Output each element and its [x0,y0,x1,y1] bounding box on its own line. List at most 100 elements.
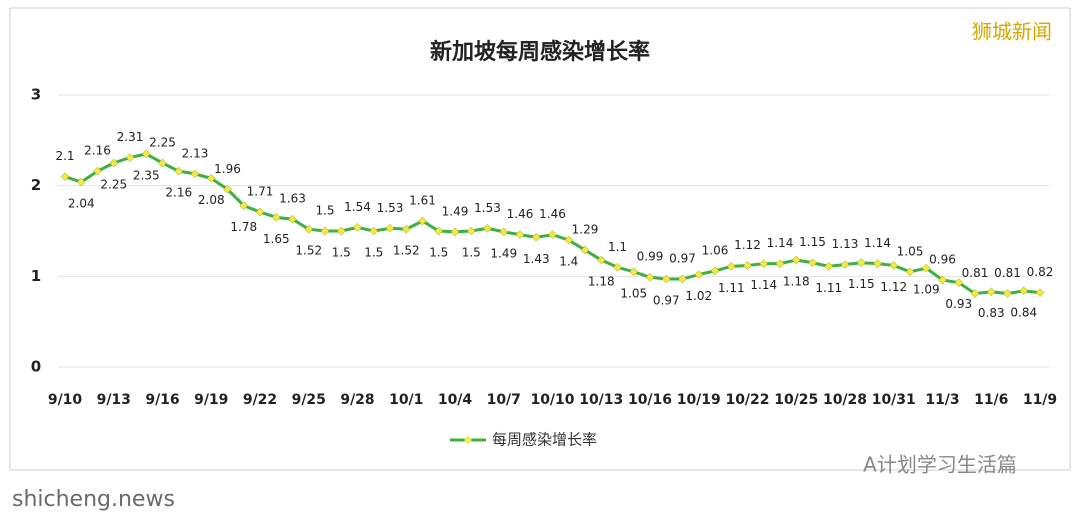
data-label: 0.96 [929,252,956,266]
marker [824,262,834,271]
marker [190,169,200,179]
x-tick-label: 10/19 [677,392,721,408]
data-label: 1.5 [332,246,351,260]
data-label: 0.93 [945,297,972,311]
data-label: 1.11 [815,281,842,295]
marker [986,287,996,297]
marker [661,274,671,284]
data-label: 0.99 [637,250,664,264]
data-label: 1.71 [247,184,274,198]
data-label: 2.13 [182,146,209,160]
data-label: 1.14 [864,236,891,250]
data-label: 1.18 [783,275,810,289]
marker [385,223,395,233]
x-tick-label: 10/31 [872,392,916,408]
data-label: 2.1 [55,149,74,163]
marker [678,274,687,284]
marker [629,267,639,277]
marker [418,216,427,226]
marker [60,172,70,181]
x-tick-label: 9/19 [194,392,228,408]
marker [109,158,119,168]
y-tick-label: 3 [31,86,41,104]
y-tick-label: 1 [31,267,41,285]
chart-title: 新加坡每周感染增长率 [430,39,650,65]
marker [954,278,964,288]
marker [694,270,704,279]
marker [856,258,866,268]
data-label: 1.29 [572,223,599,237]
x-tick-label: 10/10 [530,392,574,408]
x-tick-label: 11/9 [1023,392,1057,408]
marker [434,226,444,236]
data-label: 2.16 [165,186,192,200]
data-label: 0.84 [1010,305,1037,319]
marker [320,226,330,236]
data-label: 2.25 [100,178,127,192]
marker [1003,289,1012,298]
y-tick-label: 0 [31,358,41,376]
data-label: 1.46 [539,207,566,221]
watermark: shicheng.news [12,487,175,512]
data-label: 1.14 [767,236,794,250]
x-tick-label: 9/10 [48,392,83,408]
x-tick-label: 10/22 [725,392,769,408]
data-label: 2.25 [149,136,176,150]
x-tick-label: 9/22 [243,392,277,408]
data-label: 1.06 [702,243,729,257]
marker [531,232,541,242]
marker [255,207,265,217]
marker [353,223,362,232]
marker [158,158,167,168]
x-tick-label: 10/4 [438,392,473,408]
data-label: 1.14 [750,278,777,292]
marker [336,226,346,236]
x-tick-label: 10/25 [774,392,818,408]
data-label: 1.13 [832,237,859,251]
data-label: 2.04 [68,197,95,211]
x-tick-label: 9/13 [97,392,131,408]
data-label: 1.49 [490,246,517,260]
marker [580,245,590,255]
data-label: 1.96 [214,162,241,176]
x-tick-label: 10/16 [628,392,672,408]
marker [613,262,622,272]
marker [125,153,135,162]
marker [905,267,915,277]
y-tick-label: 2 [31,176,41,194]
marker [775,259,785,268]
data-label: 1.5 [429,246,448,260]
data-label: 1.65 [263,232,290,246]
marker [499,227,509,237]
marker [840,260,850,269]
marker [873,259,882,268]
x-tick-label: 10/7 [487,392,521,408]
marker [401,224,411,234]
marker [791,255,801,265]
data-label: 1.18 [588,275,615,289]
data-label: 1.53 [377,201,404,215]
data-label: 1.52 [393,244,420,258]
x-tick-label: 10/1 [389,392,423,408]
marker [141,149,151,159]
data-label: 1.11 [718,281,745,295]
marker [304,224,314,234]
data-label: 0.97 [653,294,680,308]
data-label: 2.16 [84,144,111,158]
marker [596,255,606,265]
x-tick-label: 9/28 [340,392,374,408]
legend-marker [464,436,472,444]
chart-frame [9,7,1071,471]
data-label: 1.15 [799,235,826,249]
data-label: 2.31 [117,130,144,144]
marker [921,263,931,273]
marker [223,184,232,194]
marker [710,266,720,276]
marker [174,166,184,176]
data-label: 0.81 [962,266,989,280]
marker [369,226,379,236]
marker [466,226,476,236]
data-label: 0.82 [1027,265,1054,279]
marker [483,223,492,233]
